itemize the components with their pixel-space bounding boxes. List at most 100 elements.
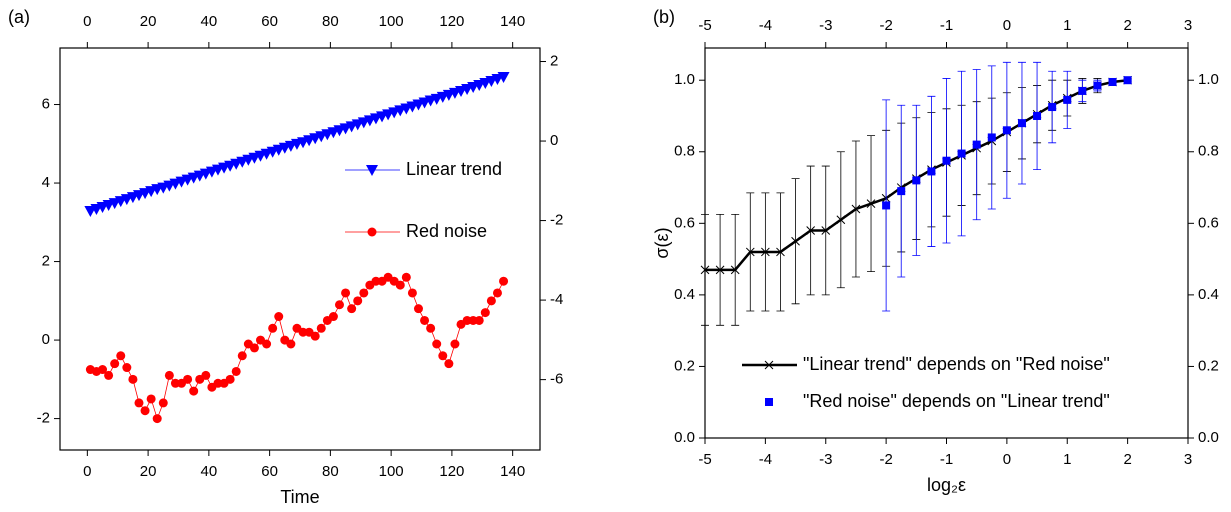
y2-tick-label: 2 — [550, 52, 558, 69]
marker — [1017, 119, 1026, 128]
y2-tick-label: -6 — [550, 371, 563, 388]
x-top-tick-label: 2 — [1123, 17, 1131, 34]
y-tick-label: 1.0 — [674, 71, 695, 88]
marker — [761, 247, 770, 257]
y-tick-label: 0.2 — [674, 357, 695, 374]
marker — [334, 300, 344, 310]
marker — [791, 236, 800, 246]
marker — [420, 315, 430, 325]
plot-frame — [59, 47, 541, 451]
x-axis-title: Time — [280, 487, 319, 507]
marker — [134, 398, 144, 408]
marker — [328, 312, 338, 322]
marker — [310, 331, 320, 341]
panel: (a)002020404060608080100100120120140140-… — [8, 7, 563, 507]
y2-tick-label: 0.4 — [1198, 286, 1219, 303]
x-tick-label: 120 — [439, 463, 464, 480]
marker — [866, 199, 876, 208]
x-tick-label: 40 — [201, 463, 218, 480]
marker — [1048, 103, 1057, 112]
marker — [715, 265, 725, 275]
x-tick-label: 100 — [379, 463, 404, 480]
marker — [497, 72, 510, 84]
marker — [359, 288, 369, 298]
marker — [1093, 81, 1102, 90]
y-tick-label: 0.0 — [674, 429, 695, 446]
marker — [486, 296, 496, 306]
marker — [268, 323, 278, 333]
y-tick-label: 0 — [42, 331, 50, 348]
y-tick-label: 6 — [42, 96, 50, 113]
marker — [972, 140, 981, 149]
marker — [189, 386, 199, 396]
marker — [98, 365, 108, 375]
marker — [700, 265, 710, 275]
marker — [851, 204, 861, 214]
legend-label: Linear trend — [406, 159, 502, 179]
x-top-tick-label: 0 — [83, 13, 91, 30]
panel-label: (b) — [653, 7, 675, 27]
marker — [821, 226, 831, 235]
marker — [957, 149, 966, 158]
marker — [152, 414, 162, 424]
y-tick-label: 4 — [42, 174, 50, 191]
y-tick-label: 2 — [42, 253, 50, 270]
y-axis-title: σ(ε) — [652, 227, 672, 258]
marker — [492, 288, 502, 298]
x-top-tick-label: 1 — [1063, 17, 1071, 34]
marker — [262, 339, 272, 349]
marker — [237, 351, 247, 361]
y-tick-label: 0.4 — [674, 286, 695, 303]
marker — [158, 398, 168, 408]
x-top-tick-label: 20 — [140, 13, 157, 30]
marker — [450, 339, 460, 349]
legend-label: "Linear trend" depends on "Red noise" — [803, 354, 1110, 374]
x-top-tick-label: -2 — [879, 17, 892, 34]
marker — [806, 226, 816, 235]
panel-label: (a) — [8, 7, 30, 27]
legend-marker — [366, 165, 378, 176]
marker — [407, 288, 417, 298]
x-top-tick-label: -3 — [819, 17, 832, 34]
x-tick-label: -2 — [879, 451, 892, 468]
y-tick-label: 0.8 — [674, 143, 695, 160]
marker — [104, 370, 114, 380]
marker — [116, 351, 126, 361]
marker — [110, 359, 120, 369]
x-top-tick-label: 60 — [261, 13, 278, 30]
marker — [882, 201, 891, 210]
marker — [413, 304, 423, 314]
marker — [730, 265, 740, 275]
marker — [776, 247, 785, 257]
marker — [897, 187, 906, 196]
marker — [1123, 76, 1132, 85]
marker — [1033, 111, 1042, 120]
marker — [438, 351, 448, 361]
legend-label: "Red noise" depends on "Linear trend" — [803, 391, 1110, 411]
marker — [474, 315, 484, 325]
marker — [347, 304, 357, 314]
y2-tick-label: -4 — [550, 291, 563, 308]
x-tick-label: 20 — [140, 463, 157, 480]
marker — [164, 370, 174, 380]
y2-tick-label: 0.0 — [1198, 429, 1219, 446]
x-top-tick-label: -1 — [940, 17, 953, 34]
x-tick-label: 140 — [500, 463, 525, 480]
y-tick-label: 0.6 — [674, 214, 695, 231]
x-top-tick-label: 40 — [201, 13, 218, 30]
marker — [444, 359, 454, 369]
marker — [987, 133, 996, 142]
panel: (b) -5 -5 -4 -4 -3 -3 -2 -2 -1 -1 0 0 1 1 2 2 3 3 0.0 0.2 0.4… — [652, 7, 1219, 495]
x-top-tick-label: 3 — [1184, 17, 1192, 34]
y-tick-label: -2 — [37, 410, 50, 427]
marker — [274, 312, 284, 322]
marker — [395, 280, 405, 290]
marker — [1078, 86, 1087, 95]
x-top-tick-label: -4 — [759, 17, 772, 34]
marker — [836, 215, 846, 225]
marker — [316, 323, 326, 333]
marker — [249, 343, 259, 353]
marker — [927, 167, 936, 176]
x-tick-label: -1 — [940, 451, 953, 468]
